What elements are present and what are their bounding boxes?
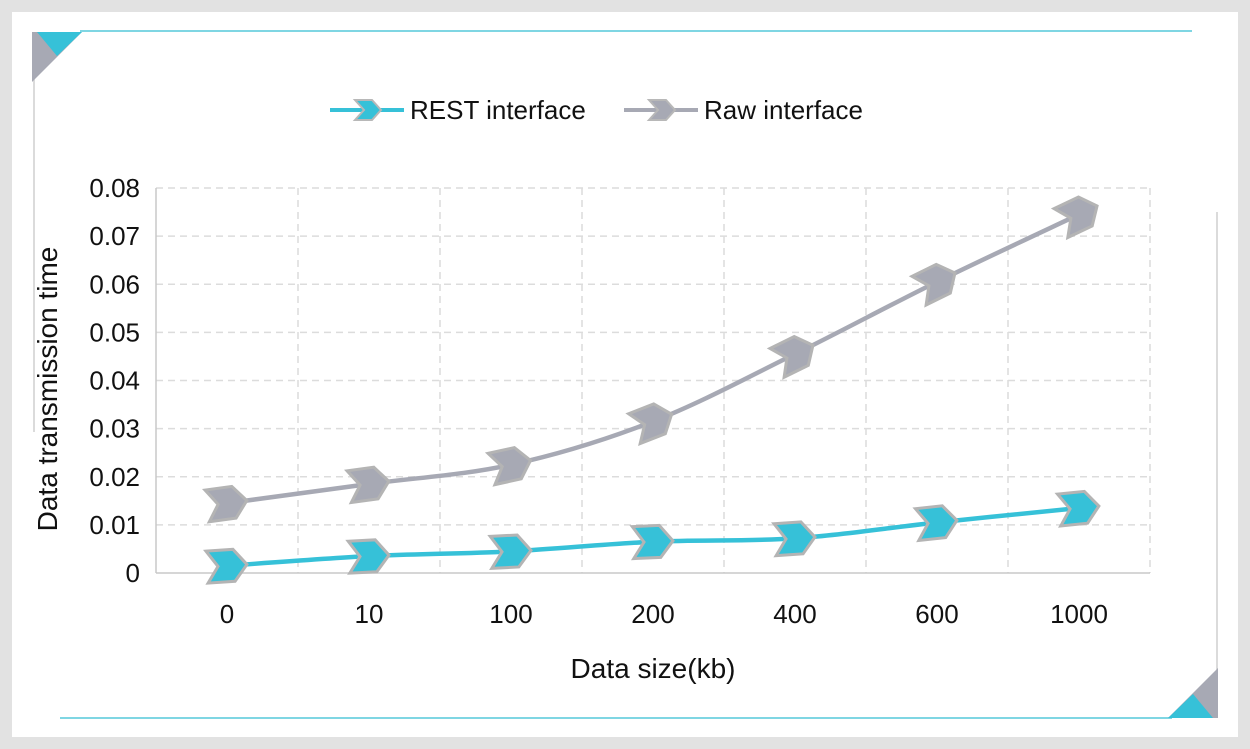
y-tick-label: 0.07 xyxy=(89,221,140,251)
x-tick-label: 600 xyxy=(915,599,958,629)
legend-item-raw: Raw interface xyxy=(624,95,863,125)
data-point-rest xyxy=(203,547,249,585)
x-tick-label: 200 xyxy=(631,599,674,629)
corner-bottom-right-gray xyxy=(1168,668,1218,718)
data-point-raw xyxy=(908,262,957,308)
y-tick-label: 0.02 xyxy=(89,462,140,492)
x-tick-label: 10 xyxy=(355,599,384,629)
corner-bottom-right-accent xyxy=(1168,694,1213,718)
x-axis-title: Data size(kb) xyxy=(571,653,736,684)
y-tick-label: 0.01 xyxy=(89,510,140,540)
y-tick-label: 0.06 xyxy=(89,269,140,299)
corner-top-left-accent xyxy=(37,32,82,56)
series-line-raw xyxy=(226,212,1080,506)
data-point-rest xyxy=(912,504,959,543)
frame-decoration xyxy=(32,30,1218,719)
legend-label-rest: REST interface xyxy=(410,95,586,125)
y-tick-label: 0 xyxy=(126,558,140,588)
y-tick-label: 0.04 xyxy=(89,366,140,396)
x-tick-label: 400 xyxy=(773,599,816,629)
x-tick-label: 100 xyxy=(489,599,532,629)
x-tick-label: 0 xyxy=(220,599,234,629)
y-tick-label: 0.05 xyxy=(89,317,140,347)
y-axis-ticks: 0 0.01 0.02 0.03 0.04 0.05 0.06 0.07 0.08 xyxy=(89,173,140,588)
series xyxy=(202,195,1101,585)
chart-frame: REST interface Raw interface 0 0.01 0.02 0.… xyxy=(12,12,1238,737)
x-tick-label: 1000 xyxy=(1050,599,1108,629)
data-point-raw xyxy=(1050,195,1099,241)
y-axis-title: Data transmission time xyxy=(32,247,63,532)
data-point-raw xyxy=(344,465,391,505)
data-point-rest xyxy=(629,523,675,561)
legend-label-raw: Raw interface xyxy=(704,95,863,125)
y-tick-label: 0.03 xyxy=(89,414,140,444)
axes xyxy=(155,188,1150,574)
data-point-rest xyxy=(487,533,533,570)
x-axis-ticks: 0 10 100 200 400 600 1000 xyxy=(220,599,1108,629)
data-point-rest xyxy=(345,538,391,575)
data-point-rest xyxy=(771,520,817,558)
data-point-raw xyxy=(766,334,815,380)
legend-item-rest: REST interface xyxy=(330,95,586,125)
data-point-rest xyxy=(1054,489,1101,528)
series-raw xyxy=(202,195,1099,524)
series-rest xyxy=(203,489,1101,585)
legend-marker-raw xyxy=(646,99,677,121)
data-point-raw xyxy=(202,484,249,524)
legend: REST interface Raw interface xyxy=(330,95,863,125)
data-point-raw xyxy=(625,402,674,447)
data-point-raw xyxy=(484,445,533,487)
legend-marker-rest xyxy=(352,99,383,121)
line-chart: REST interface Raw interface 0 0.01 0.02 0.… xyxy=(32,30,1218,719)
y-tick-label: 0.08 xyxy=(89,173,140,203)
corner-top-left-gray xyxy=(32,32,82,82)
